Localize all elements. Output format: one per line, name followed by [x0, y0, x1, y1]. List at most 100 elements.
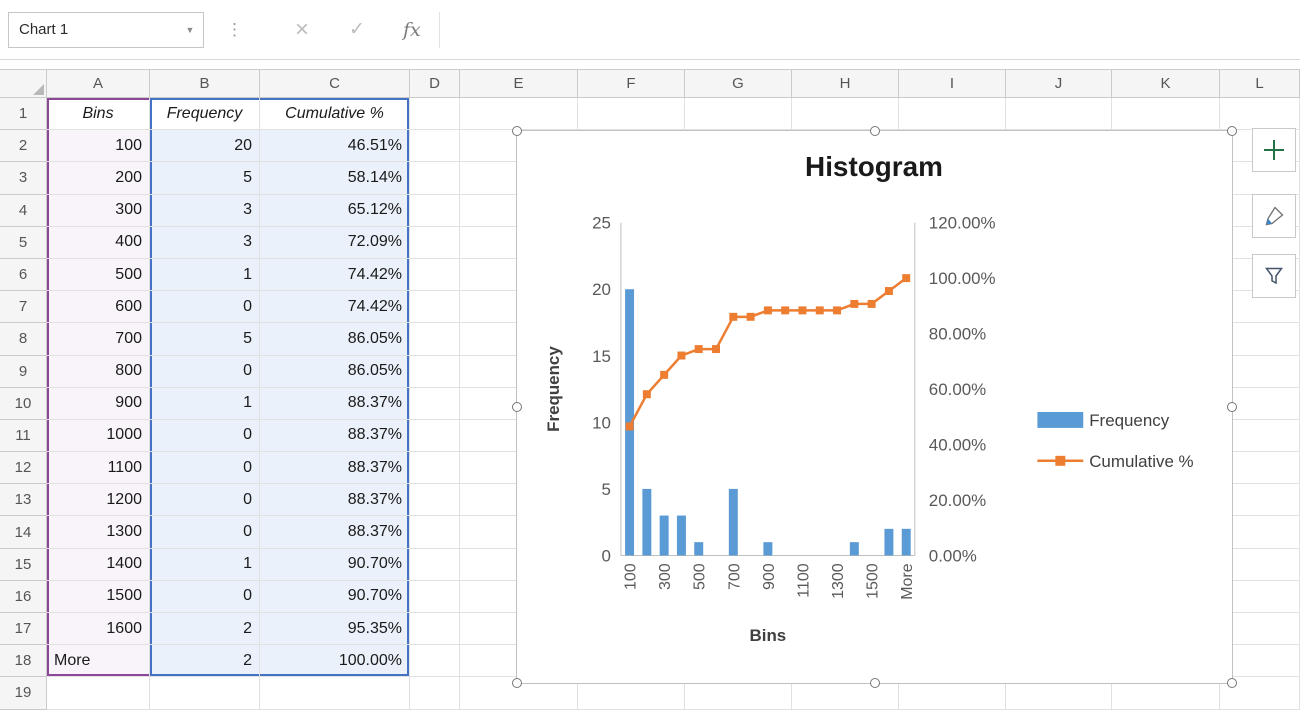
- right-axis-tick[interactable]: 40.00%: [929, 436, 986, 455]
- cell-C5[interactable]: 72.09%: [260, 227, 410, 259]
- frequency-bar[interactable]: [729, 489, 738, 556]
- row-header-10[interactable]: 10: [0, 388, 47, 420]
- cell-C16[interactable]: 90.70%: [260, 581, 410, 613]
- column-header-F[interactable]: F: [578, 69, 685, 98]
- cell-D19[interactable]: [410, 677, 460, 709]
- left-axis-tick[interactable]: 20: [592, 280, 611, 299]
- cumulative-marker[interactable]: [798, 306, 806, 314]
- cell-A19[interactable]: [47, 677, 150, 709]
- cumulative-marker[interactable]: [781, 306, 789, 314]
- cell-C19[interactable]: [260, 677, 410, 709]
- frequency-bar[interactable]: [677, 516, 686, 556]
- chart-elements-button[interactable]: [1252, 128, 1296, 172]
- x-axis-tick[interactable]: More: [899, 563, 916, 599]
- cell-A6[interactable]: 500: [47, 259, 150, 291]
- cell-C10[interactable]: 88.37%: [260, 388, 410, 420]
- cell-C7[interactable]: 74.42%: [260, 291, 410, 323]
- right-axis-tick[interactable]: 120.00%: [929, 214, 996, 233]
- column-header-D[interactable]: D: [410, 69, 460, 98]
- chart-title[interactable]: Histogram: [805, 151, 943, 182]
- chart-canvas[interactable]: Histogram05101520250.00%20.00%40.00%60.0…: [517, 131, 1232, 683]
- cell-C13[interactable]: 88.37%: [260, 484, 410, 516]
- left-axis-tick[interactable]: 15: [592, 347, 611, 366]
- cancel-icon[interactable]: ×: [295, 18, 309, 42]
- cell-B7[interactable]: 0: [150, 291, 260, 323]
- cell-A18[interactable]: More: [47, 645, 150, 677]
- cell-C15[interactable]: 90.70%: [260, 549, 410, 581]
- cell-A10[interactable]: 900: [47, 388, 150, 420]
- column-header-H[interactable]: H: [792, 69, 899, 98]
- cell-C12[interactable]: 88.37%: [260, 452, 410, 484]
- cell-C11[interactable]: 88.37%: [260, 420, 410, 452]
- formula-input[interactable]: [440, 12, 1300, 48]
- cell-A1[interactable]: Bins: [47, 98, 150, 130]
- cell-D7[interactable]: [410, 291, 460, 323]
- cell-D5[interactable]: [410, 227, 460, 259]
- cumulative-marker[interactable]: [833, 306, 841, 314]
- column-header-C[interactable]: C: [260, 69, 410, 98]
- cell-D16[interactable]: [410, 581, 460, 613]
- cell-D8[interactable]: [410, 323, 460, 355]
- column-header-J[interactable]: J: [1006, 69, 1112, 98]
- row-header-15[interactable]: 15: [0, 549, 47, 581]
- cell-C3[interactable]: 58.14%: [260, 162, 410, 194]
- cell-C9[interactable]: 86.05%: [260, 356, 410, 388]
- cell-K1[interactable]: [1112, 98, 1220, 130]
- row-header-18[interactable]: 18: [0, 645, 47, 677]
- cell-D1[interactable]: [410, 98, 460, 130]
- chart-styles-button[interactable]: [1252, 194, 1296, 238]
- cell-F1[interactable]: [578, 98, 685, 130]
- cell-B4[interactable]: 3: [150, 195, 260, 227]
- cell-J1[interactable]: [1006, 98, 1112, 130]
- cell-D15[interactable]: [410, 549, 460, 581]
- cell-B9[interactable]: 0: [150, 356, 260, 388]
- column-header-A[interactable]: A: [47, 69, 150, 98]
- row-header-7[interactable]: 7: [0, 291, 47, 323]
- cumulative-marker[interactable]: [729, 313, 737, 321]
- cell-E1[interactable]: [460, 98, 578, 130]
- cell-B16[interactable]: 0: [150, 581, 260, 613]
- cell-D11[interactable]: [410, 420, 460, 452]
- chart[interactable]: Histogram05101520250.00%20.00%40.00%60.0…: [516, 130, 1233, 684]
- cell-B8[interactable]: 5: [150, 323, 260, 355]
- cell-A3[interactable]: 200: [47, 162, 150, 194]
- cell-A14[interactable]: 1300: [47, 516, 150, 548]
- x-axis-tick[interactable]: 900: [761, 563, 778, 590]
- row-header-14[interactable]: 14: [0, 516, 47, 548]
- row-header-2[interactable]: 2: [0, 130, 47, 162]
- left-axis-tick[interactable]: 5: [602, 480, 611, 499]
- cumulative-line[interactable]: [630, 278, 907, 426]
- right-axis-tick[interactable]: 100.00%: [929, 269, 996, 288]
- name-box-dropdown-icon[interactable]: ▼: [177, 25, 203, 35]
- cell-B13[interactable]: 0: [150, 484, 260, 516]
- cell-B6[interactable]: 1: [150, 259, 260, 291]
- frequency-bar[interactable]: [763, 542, 772, 555]
- cell-D12[interactable]: [410, 452, 460, 484]
- cumulative-marker[interactable]: [660, 371, 668, 379]
- x-axis-tick[interactable]: 1500: [865, 563, 882, 599]
- cell-G1[interactable]: [685, 98, 792, 130]
- x-axis-tick[interactable]: 100: [623, 563, 640, 590]
- legend-cumulative-marker[interactable]: [1055, 456, 1065, 466]
- cell-A16[interactable]: 1500: [47, 581, 150, 613]
- frequency-bar[interactable]: [884, 529, 893, 556]
- cumulative-marker[interactable]: [747, 313, 755, 321]
- right-axis-tick[interactable]: 0.00%: [929, 546, 977, 565]
- cell-B1[interactable]: Frequency: [150, 98, 260, 130]
- cell-A11[interactable]: 1000: [47, 420, 150, 452]
- cell-A2[interactable]: 100: [47, 130, 150, 162]
- left-axis-tick[interactable]: 10: [592, 413, 611, 432]
- cumulative-marker[interactable]: [643, 390, 651, 398]
- column-header-G[interactable]: G: [685, 69, 792, 98]
- frequency-bar[interactable]: [660, 516, 669, 556]
- cell-B11[interactable]: 0: [150, 420, 260, 452]
- left-axis-tick[interactable]: 25: [592, 214, 611, 233]
- cell-B2[interactable]: 20: [150, 130, 260, 162]
- row-header-3[interactable]: 3: [0, 162, 47, 194]
- row-header-6[interactable]: 6: [0, 259, 47, 291]
- cell-D3[interactable]: [410, 162, 460, 194]
- legend-frequency-label[interactable]: Frequency: [1089, 411, 1169, 430]
- legend-frequency-swatch[interactable]: [1037, 412, 1083, 428]
- cell-B17[interactable]: 2: [150, 613, 260, 645]
- row-header-19[interactable]: 19: [0, 677, 47, 709]
